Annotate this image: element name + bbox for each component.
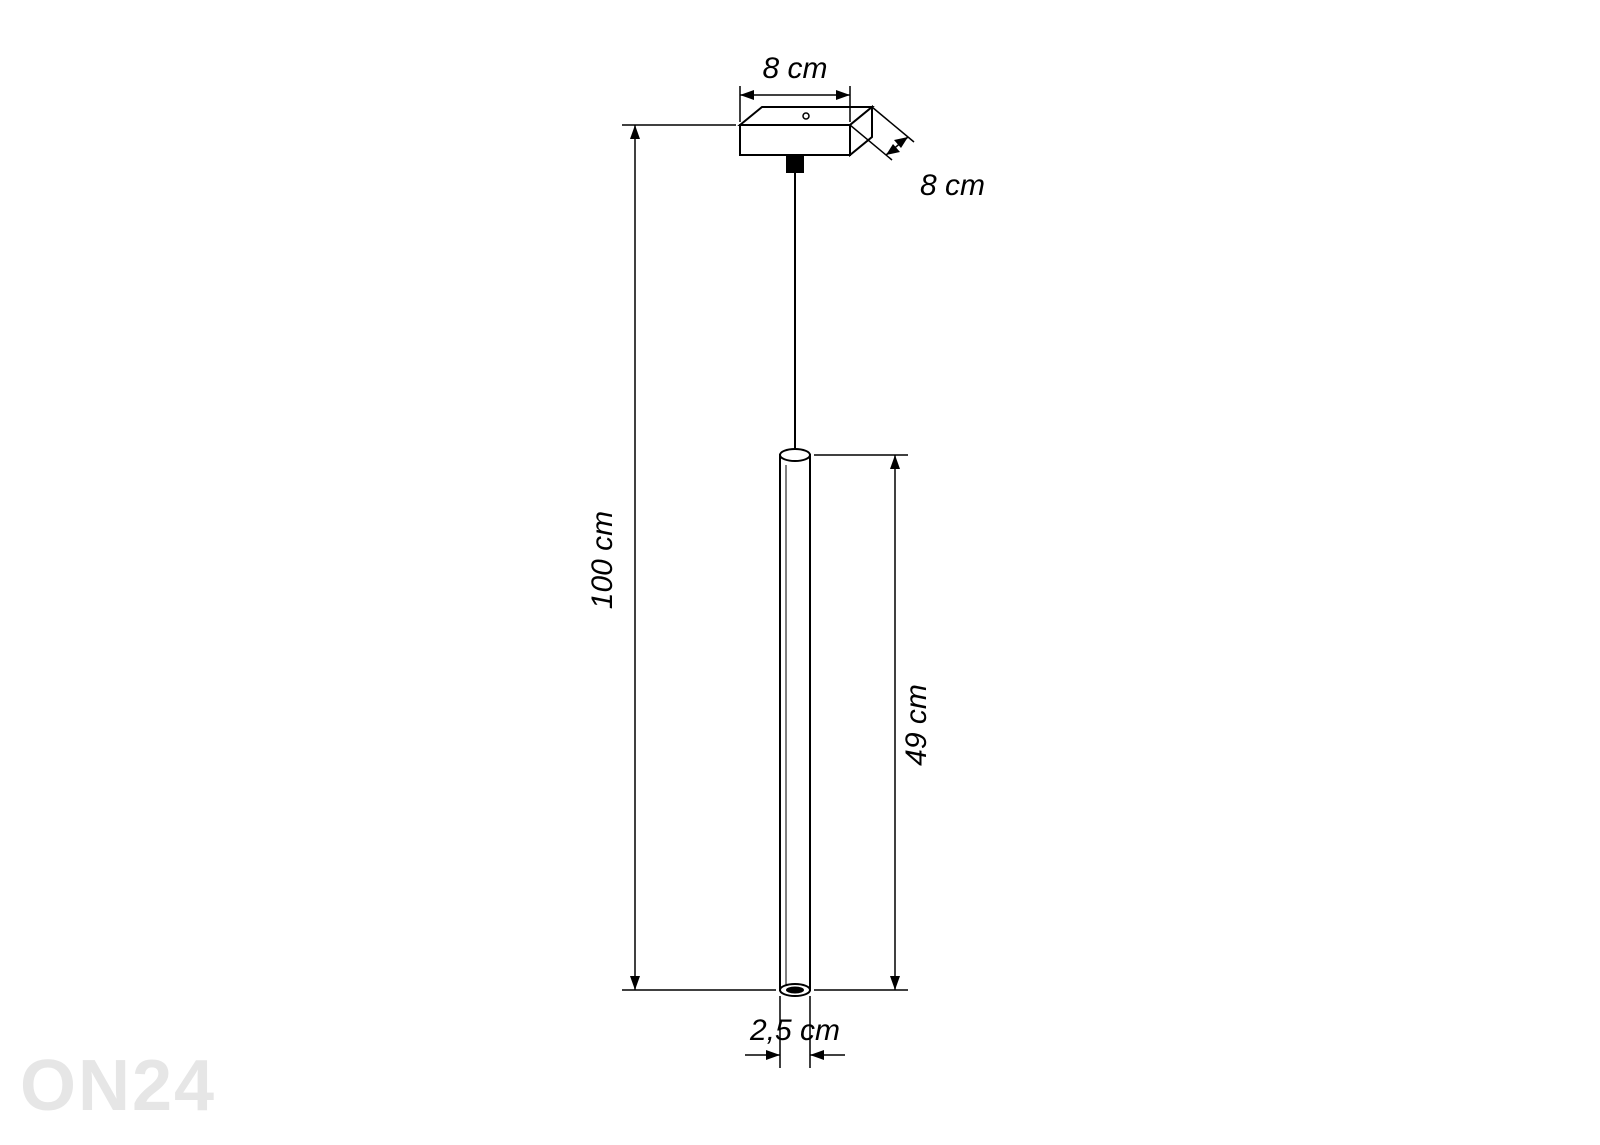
watermark: ON24 — [20, 1045, 216, 1127]
dim-total-height-label: 100 cm — [586, 511, 619, 609]
cord-collar — [786, 155, 804, 173]
dim-tube-diameter-label: 2,5 cm — [749, 1014, 840, 1047]
ceiling-plate-front — [740, 125, 850, 155]
dim-total-height: 100 cm — [586, 125, 776, 990]
tube-bottom-inner — [786, 987, 804, 994]
dim-tube-height-label: 49 cm — [900, 684, 933, 766]
dim-top-depth-label: 8 cm — [920, 169, 985, 202]
tube-top-cap — [780, 449, 810, 461]
dim-top-width-label: 8 cm — [762, 52, 827, 85]
dim-tube-height: 49 cm — [814, 455, 933, 990]
lamp-dimension-drawing: 8 cm 8 cm 100 cm — [0, 0, 1600, 1145]
diagram-canvas: 8 cm 8 cm 100 cm — [0, 0, 1600, 1145]
dim-tube-diameter: 2,5 cm — [745, 996, 845, 1068]
tube-body — [780, 455, 810, 990]
